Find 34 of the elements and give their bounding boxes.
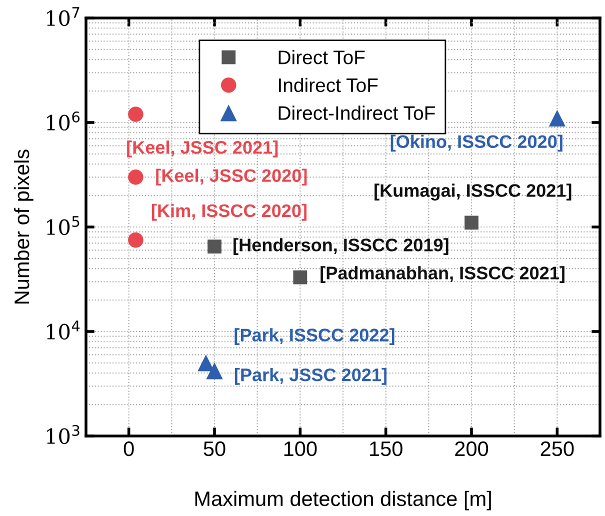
x-axis-title: Maximum detection distance [m]: [195, 490, 491, 510]
legend-label: Indirect ToF: [279, 78, 378, 92]
x-tick-label: 200: [455, 441, 488, 456]
x-tick-label: 100: [284, 441, 317, 456]
annotation: [Henderson, ISSCC 2019]: [234, 238, 448, 255]
point: [128, 106, 144, 122]
annotation: [Kumagai, ISSCC 2021]: [374, 184, 572, 201]
point: [128, 170, 144, 185]
point: [293, 270, 308, 284]
x-tick-label: 0: [124, 441, 134, 456]
point: [548, 110, 566, 127]
annotation: [Okino, ISSCC 2020]: [390, 134, 562, 152]
x-tick-label: 150: [370, 441, 402, 456]
y-tick-label: 10$^{4}$: [47, 320, 80, 340]
legend-label: Direct ToF: [278, 50, 365, 64]
y-tick-label: 10$^{7}$: [47, 7, 80, 26]
y-tick-label: 10$^{5}$: [47, 216, 80, 236]
annotation: [Park, ISSCC 2022]: [234, 328, 394, 345]
y-axis-title: Number of pixels: [14, 150, 34, 304]
annotation: [Keel, JSSC 2020]: [156, 168, 307, 186]
point: [464, 216, 478, 230]
point: [206, 362, 223, 380]
annotation: [Kim, ISSCC 2020]: [152, 204, 306, 221]
annotation: [Keel, JSSC 2021]: [127, 140, 278, 158]
point: [208, 240, 222, 254]
x-tick-label: 50: [204, 441, 226, 456]
legend-label: Direct-Indirect ToF: [278, 106, 435, 120]
x-tick-label: 250: [540, 441, 574, 456]
point: [198, 354, 214, 372]
annotation: [Padmanabhan, ISSCC 2021]: [320, 266, 564, 283]
point: [128, 232, 144, 248]
annotation: [Park, JSSC 2021]: [234, 368, 386, 385]
y-tick-label: 10$^{6}$: [47, 111, 80, 131]
y-tick-label: 10$^{3}$: [47, 424, 80, 444]
